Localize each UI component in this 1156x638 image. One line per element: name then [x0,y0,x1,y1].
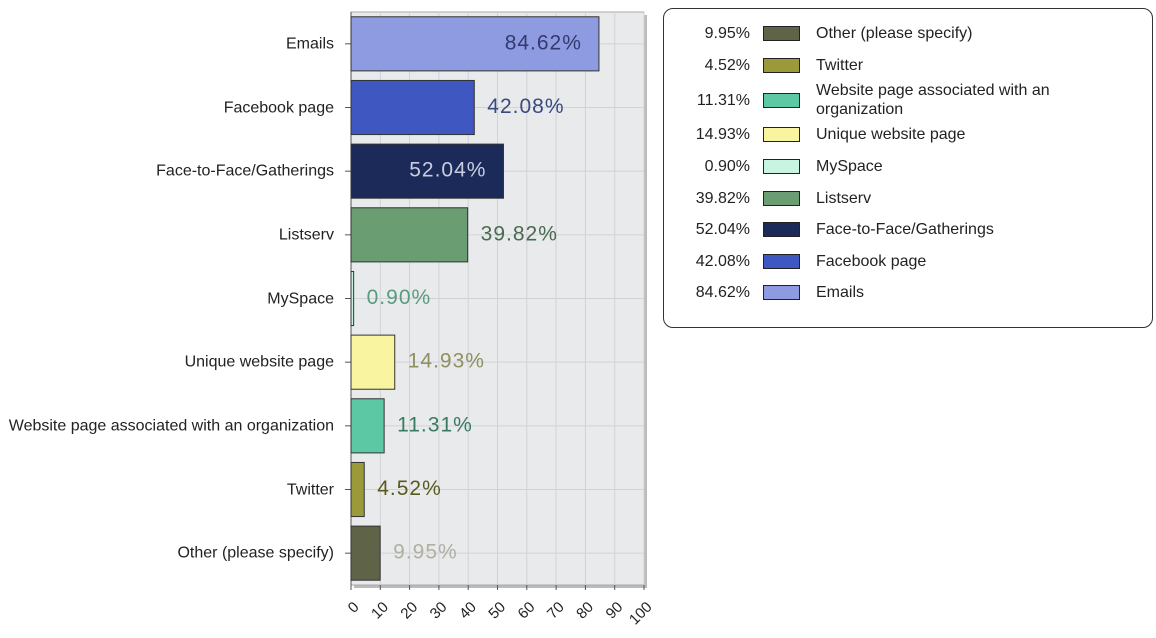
bar [350,398,385,454]
x-tick-label: 20 [397,599,421,623]
legend-value: 0.90% [704,158,750,176]
data-label: 84.62% [505,31,582,54]
legend-value: 4.52% [704,56,750,74]
y-tick-label: Facebook page [223,99,334,116]
data-label: 39.82% [481,222,558,245]
legend-label: Facebook page [816,252,927,270]
legend-label: Twitter [816,56,864,74]
legend-label: Other (please specify) [816,25,973,43]
legend-swatch [763,285,800,301]
legend-item: 52.04% Face-to-Face/Gatherings [664,214,1152,246]
legend-swatch [763,57,800,73]
bar [350,79,475,136]
y-tick-label: Face-to-Face/Gatherings [156,162,334,180]
bar [350,207,469,263]
bar [350,16,600,72]
legend-item: 9.95% Other (please specify) [664,18,1152,50]
data-label: 11.31% [397,413,473,436]
data-label: 4.52% [377,477,442,500]
y-tick-label: Other (please specify) [177,544,334,562]
legend-value: 52.04% [695,221,750,239]
legend-swatch [763,127,800,143]
bar [350,270,355,327]
x-tick-label: 90 [603,599,627,623]
y-tick-label: Twitter [286,481,334,498]
legend-item: 4.52% Twitter [664,50,1152,82]
y-tick-label: MySpace [267,290,334,307]
y-tick-label: Emails [285,35,334,53]
legend-label: MySpace [816,158,883,176]
x-tick-label: 60 [515,599,539,623]
legend-label: Listserv [816,189,872,207]
legend-label: Website page associated with an organiza… [816,82,1050,119]
x-tick-label: 70 [544,599,568,623]
legend-swatch [763,222,800,238]
data-label: 42.08% [487,95,564,118]
legend-value: 84.62% [695,284,750,302]
x-tick-label: 30 [427,599,451,623]
x-tick-label: 80 [573,599,597,623]
y-tick-label: Unique website page [184,353,334,371]
bar [350,461,365,518]
legend-swatch [763,92,800,108]
x-tick-label: 40 [456,599,480,623]
legend-item: 14.93% Unique website page [664,119,1152,151]
legend-item: 39.82% Listserv [664,182,1152,214]
data-label: 14.93% [408,350,485,373]
legend-item: 84.62% Emails [664,277,1152,309]
x-tick-label: 100 [626,599,656,629]
legend-item: 0.90% MySpace [664,151,1152,183]
legend-swatch [763,26,800,42]
legend-label: Unique website page [816,126,966,144]
legend-value: 9.95% [704,25,750,43]
x-tick-label: 50 [485,599,509,623]
legend-label: Face-to-Face/Gatherings [816,221,994,239]
legend-swatch [763,190,800,206]
legend-value: 11.31% [696,91,750,109]
legend-swatch [763,159,800,175]
y-tick-label: Listserv [278,226,334,244]
legend-value: 14.93% [695,126,750,144]
legend-swatch [763,253,800,269]
x-tick-label: 10 [368,599,392,623]
data-label: 52.04% [409,159,486,182]
bar [350,334,396,390]
legend-label: Emails [816,284,865,302]
data-label: 0.90% [367,286,432,309]
data-label: 9.95% [393,541,458,564]
legend-value: 42.08% [695,252,750,270]
x-tick-label: 0 [345,599,363,617]
legend: 9.95% Other (please specify) 4.52% Twitter 1… [663,8,1153,328]
y-tick-label: Website page associated with an organiza… [8,417,334,435]
bar [350,143,504,199]
legend-item: 42.08% Facebook page [664,246,1152,278]
legend-item: 11.31% Website page associated with an or… [664,81,1152,119]
bar [350,525,381,581]
legend-value: 39.82% [695,189,750,207]
